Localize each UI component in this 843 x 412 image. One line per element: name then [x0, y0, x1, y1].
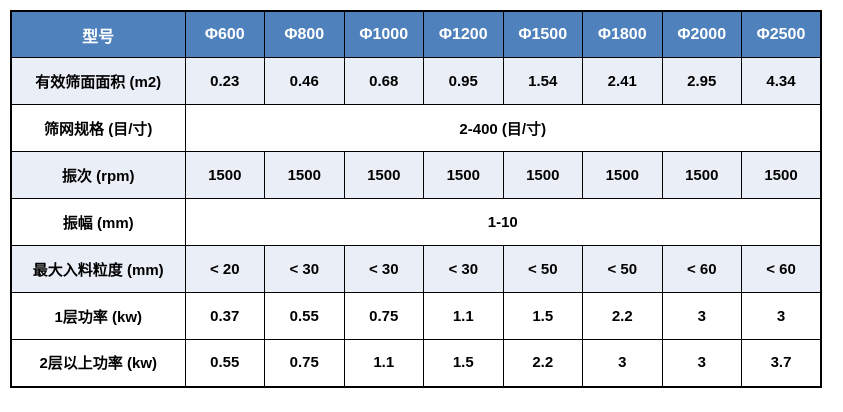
row-label-cell: 筛网规格 (目/寸) — [10, 104, 186, 152]
table-row: 2层以上功率 (kw) 0.55 0.75 1.1 1.5 2.2 3 3 3.7 — [10, 339, 822, 387]
table-row: 最大入料粒度 (mm) < 20 < 30 < 30 < 30 < 50 < 50 < 60 <… — [10, 245, 822, 293]
value-cell: < 20 — [184, 245, 265, 293]
value-cell: 3.7 — [741, 339, 822, 387]
value-cell: 0.75 — [343, 292, 424, 340]
spec-table-head: 型号 Φ600 Φ800 Φ1000 Φ1200 Φ1500 Φ1800 Φ2000 Φ2500 — [10, 10, 822, 58]
value-cell: 1500 — [582, 151, 663, 199]
table-row: 筛网规格 (目/寸) 2-400 (目/寸) — [10, 104, 822, 152]
header-model-cell: Φ1000 — [343, 10, 424, 58]
value-cell: 1.5 — [502, 292, 583, 340]
value-cell: < 30 — [343, 245, 424, 293]
header-model-cell: Φ1500 — [502, 10, 583, 58]
value-cell: 1500 — [502, 151, 583, 199]
header-model-cell: Φ1200 — [423, 10, 504, 58]
value-cell: 1.54 — [502, 57, 583, 105]
merged-value-cell: 1-10 — [184, 198, 822, 246]
value-cell: 0.55 — [184, 339, 265, 387]
value-cell: 1.1 — [423, 292, 504, 340]
header-model-cell: Φ2000 — [661, 10, 742, 58]
value-cell: 1500 — [661, 151, 742, 199]
value-cell: 0.37 — [184, 292, 265, 340]
row-label-cell: 2层以上功率 (kw) — [10, 339, 186, 387]
value-cell: 1500 — [264, 151, 345, 199]
value-cell: 1500 — [741, 151, 822, 199]
value-cell: 2.95 — [661, 57, 742, 105]
value-cell: < 60 — [661, 245, 742, 293]
value-cell: 3 — [661, 292, 742, 340]
value-cell: 0.75 — [264, 339, 345, 387]
value-cell: < 30 — [423, 245, 504, 293]
value-cell: 1500 — [343, 151, 424, 199]
table-row: 1层功率 (kw) 0.37 0.55 0.75 1.1 1.5 2.2 3 3 — [10, 292, 822, 340]
header-model-cell: Φ800 — [264, 10, 345, 58]
value-cell: 3 — [741, 292, 822, 340]
row-label-cell: 振幅 (mm) — [10, 198, 186, 246]
value-cell: < 50 — [502, 245, 583, 293]
value-cell: 1.5 — [423, 339, 504, 387]
table-row: 振幅 (mm) 1-10 — [10, 198, 822, 246]
value-cell: 0.68 — [343, 57, 424, 105]
header-row: 型号 Φ600 Φ800 Φ1000 Φ1200 Φ1500 Φ1800 Φ2000 Φ2500 — [10, 10, 822, 58]
value-cell: 0.95 — [423, 57, 504, 105]
header-model-cell: Φ1800 — [582, 10, 663, 58]
header-model-cell: Φ600 — [184, 10, 265, 58]
value-cell: 1.1 — [343, 339, 424, 387]
row-label-cell: 最大入料粒度 (mm) — [10, 245, 186, 293]
value-cell: 3 — [661, 339, 742, 387]
value-cell: 0.46 — [264, 57, 345, 105]
row-label-cell: 振次 (rpm) — [10, 151, 186, 199]
value-cell: 3 — [582, 339, 663, 387]
row-label-cell: 1层功率 (kw) — [10, 292, 186, 340]
value-cell: < 60 — [741, 245, 822, 293]
value-cell: 0.55 — [264, 292, 345, 340]
merged-value-cell: 2-400 (目/寸) — [184, 104, 822, 152]
value-cell: < 30 — [264, 245, 345, 293]
header-corner-cell: 型号 — [10, 10, 186, 58]
table-row: 有效筛面面积 (m2) 0.23 0.46 0.68 0.95 1.54 2.41 2.95 4… — [10, 57, 822, 105]
header-model-cell: Φ2500 — [741, 10, 822, 58]
spec-table: 型号 Φ600 Φ800 Φ1000 Φ1200 Φ1500 Φ1800 Φ2000 Φ2500… — [10, 10, 822, 388]
value-cell: 2.2 — [502, 339, 583, 387]
value-cell: 1500 — [184, 151, 265, 199]
value-cell: 4.34 — [741, 57, 822, 105]
value-cell: 0.23 — [184, 57, 265, 105]
table-row: 振次 (rpm) 1500 1500 1500 1500 1500 1500 1500 1500 — [10, 151, 822, 199]
row-label-cell: 有效筛面面积 (m2) — [10, 57, 186, 105]
value-cell: < 50 — [582, 245, 663, 293]
value-cell: 2.41 — [582, 57, 663, 105]
spec-table-body: 有效筛面面积 (m2) 0.23 0.46 0.68 0.95 1.54 2.41 2.95 4… — [10, 57, 822, 387]
value-cell: 1500 — [423, 151, 504, 199]
value-cell: 2.2 — [582, 292, 663, 340]
